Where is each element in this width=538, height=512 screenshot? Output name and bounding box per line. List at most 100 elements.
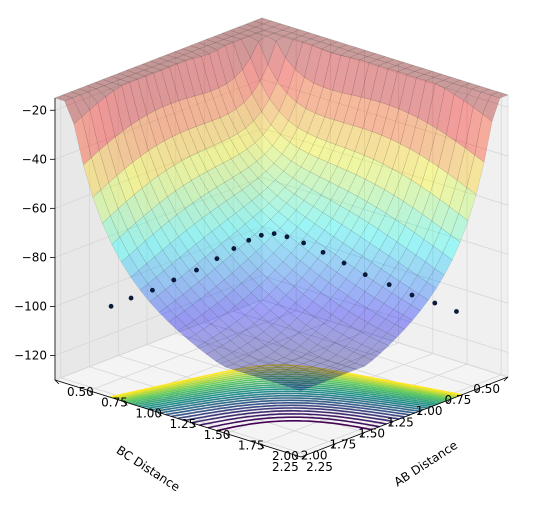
surface-patch <box>248 349 268 362</box>
surface-patch <box>218 83 237 115</box>
y-tick-mark <box>417 410 423 415</box>
surface-patch <box>346 151 365 176</box>
surface-patch <box>222 36 242 43</box>
surface-patch <box>289 378 309 386</box>
surface-patch <box>387 65 407 72</box>
surface-patch <box>352 96 371 129</box>
surface-patch <box>203 231 222 251</box>
y-tick-mark <box>474 387 480 393</box>
surface-patch <box>218 311 238 328</box>
surface-patch <box>302 38 322 46</box>
surface-patch <box>325 236 344 255</box>
surface-patch <box>320 282 339 300</box>
x-tick-label: 1.25 <box>170 417 197 431</box>
surface-patch <box>154 249 173 271</box>
surface-patch <box>407 254 426 276</box>
surface-patch <box>389 71 408 110</box>
surface-patch <box>439 172 458 207</box>
surface-patch <box>400 112 419 150</box>
surface-patch <box>122 124 141 163</box>
surface-patch <box>211 117 231 143</box>
contour-line <box>171 402 411 418</box>
surface-patch <box>357 50 377 57</box>
surface-patch <box>316 116 335 142</box>
surface-patch <box>248 160 267 179</box>
surface-patch <box>449 179 467 215</box>
surface-patch <box>146 110 165 146</box>
surface-patch <box>472 91 491 115</box>
surface-patch <box>344 249 363 269</box>
surface-patch <box>136 240 155 264</box>
surface-patch <box>340 50 359 58</box>
surface-patch <box>300 32 320 40</box>
surface-patch <box>295 200 314 218</box>
surface-patch <box>125 194 144 224</box>
surface-patch <box>442 76 462 84</box>
grid-line-z <box>54 176 509 258</box>
surface-patch <box>203 120 223 146</box>
surface-patch <box>336 260 355 280</box>
surface-patch <box>141 60 161 68</box>
surface-patch <box>364 280 383 299</box>
surface-patch <box>165 164 184 192</box>
surface-patch <box>489 91 509 99</box>
surface-patch <box>170 236 189 258</box>
surface-patch <box>281 381 301 389</box>
surface-patch <box>116 168 135 202</box>
surface-patch <box>167 190 186 216</box>
surface-patch <box>247 337 266 351</box>
surface-patch <box>202 323 222 338</box>
surface-patch <box>338 366 358 373</box>
surface-patch <box>257 170 276 188</box>
surface-patch <box>461 82 481 90</box>
surface-patch <box>175 185 194 209</box>
surface-patch <box>266 351 285 361</box>
surface-patch <box>219 113 239 139</box>
surface-patch <box>300 351 320 361</box>
surface-patch <box>205 145 224 168</box>
surface-patch <box>336 147 356 171</box>
surface-patch <box>244 217 263 235</box>
surface-patch <box>281 235 300 254</box>
trajectory-point <box>454 309 459 314</box>
surface-patch <box>209 302 228 319</box>
contour-projection <box>109 364 463 432</box>
surface-patch <box>252 301 271 318</box>
surface-patch <box>187 243 206 264</box>
surface-patch <box>373 134 392 165</box>
x-tick-mark <box>123 401 128 406</box>
surface-patch <box>173 276 192 295</box>
surface-patch <box>412 185 431 215</box>
surface-patch <box>357 179 376 203</box>
surface-patch <box>168 316 187 332</box>
x-tick-label: 0.50 <box>67 385 94 399</box>
surface-patch <box>194 328 214 343</box>
surface-patch <box>158 306 177 323</box>
surface-patch <box>212 332 231 346</box>
surface-patch <box>305 206 324 225</box>
surface-patch <box>434 252 453 276</box>
x-tick-mark <box>157 411 162 417</box>
surface-patch <box>254 134 273 155</box>
surface-patch <box>270 211 289 229</box>
surface-patch <box>177 60 196 99</box>
surface-patch <box>295 293 314 311</box>
surface-patch <box>87 88 107 104</box>
surface-patch <box>262 375 282 383</box>
x-tick-mark <box>54 379 60 385</box>
surface-patch <box>227 108 246 134</box>
surface-patch <box>436 88 455 136</box>
surface-patch <box>214 261 233 280</box>
surface-patch <box>182 287 201 306</box>
surface-patch <box>432 227 452 254</box>
surface-patch <box>216 181 235 202</box>
surface-patch <box>217 296 236 313</box>
surface-patch <box>107 136 125 177</box>
surface-patch <box>284 360 304 367</box>
surface-patch <box>393 298 412 316</box>
surface-patch <box>306 223 325 242</box>
surface-patch <box>348 301 368 318</box>
surface-patch <box>241 363 261 371</box>
surface-patch <box>463 88 482 108</box>
surface-patch <box>163 263 182 284</box>
